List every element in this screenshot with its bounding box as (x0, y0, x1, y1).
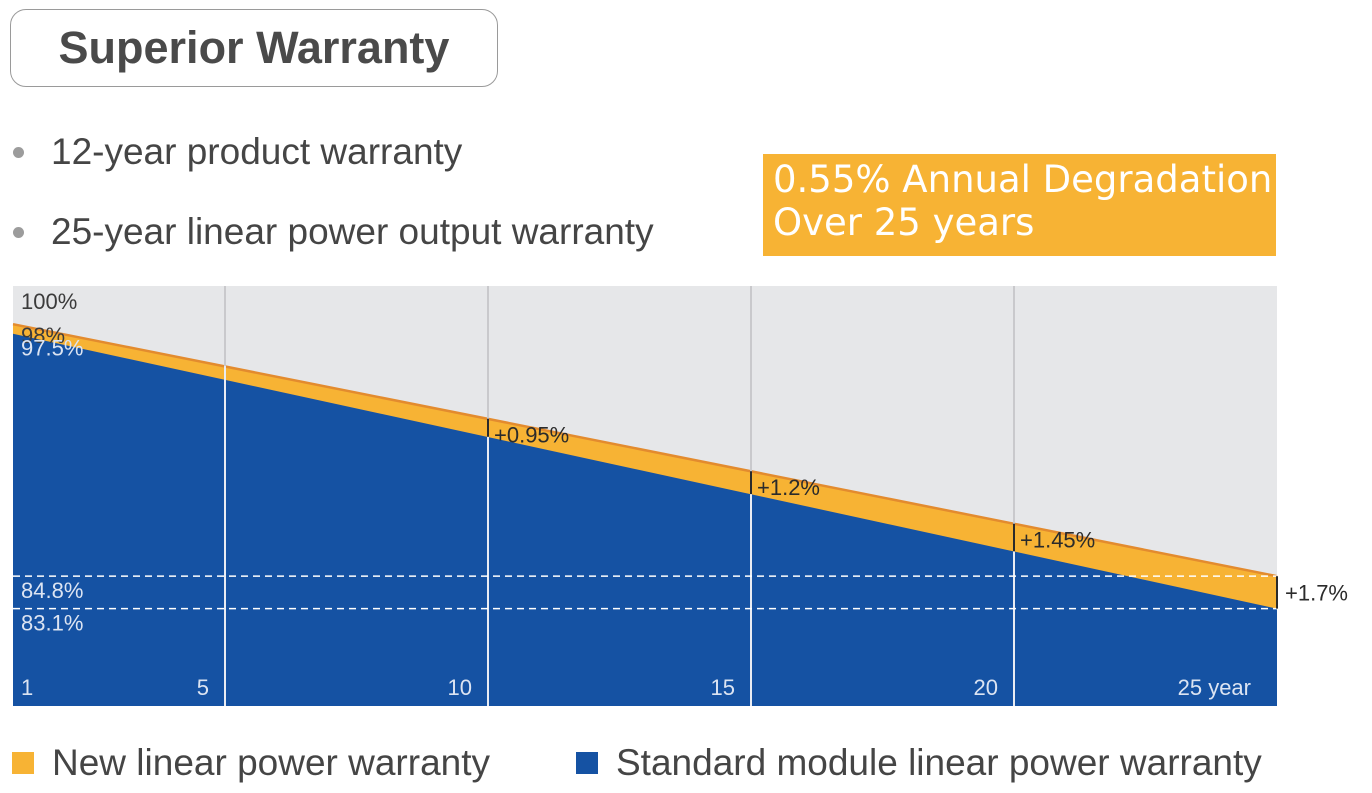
x-tick-label: 10 (448, 675, 472, 700)
y-label: 83.1% (21, 611, 83, 636)
annotation-label: +1.45% (1020, 528, 1095, 553)
callout-line-2: Over 25 years (773, 201, 1035, 244)
bullet-dot-icon (13, 226, 24, 238)
bullet-text: 25-year linear power output warranty (51, 211, 654, 252)
degradation-callout: 0.55% Annual Degradation Over 25 years (763, 154, 1276, 256)
annotation-label: +0.95% (494, 423, 569, 448)
x-tick-label: 15 (711, 675, 735, 700)
legend-swatch-new (12, 752, 34, 774)
y-label: 100% (21, 289, 77, 314)
new-warranty-line (12, 322, 1278, 578)
page-title: Superior Warranty (10, 9, 498, 87)
legend-swatch-standard (576, 752, 598, 774)
y-label: 97.5% (21, 336, 83, 361)
annotation-label: +1.2% (757, 475, 820, 500)
x-tick-label: 1 (21, 675, 33, 700)
callout-line-1: 0.55% Annual Degradation (773, 158, 1273, 201)
bullet-text: 12-year product warranty (51, 131, 463, 172)
legend-label-new: New linear power warranty (52, 742, 491, 783)
y-label: 84.8% (21, 578, 83, 603)
x-tick-label: 5 (197, 675, 209, 700)
bullet-power-warranty: 25-year linear power output warranty (13, 210, 654, 254)
x-tick-label: 20 (974, 675, 998, 700)
legend-item-standard: Standard module linear power warranty (576, 738, 1262, 788)
bullet-product-warranty: 12-year product warranty (13, 130, 462, 174)
y-label: 98% (21, 323, 65, 348)
legend-item-new: New linear power warranty (12, 738, 490, 788)
x-tick-label: 25 year (1178, 675, 1251, 700)
legend-label-standard: Standard module linear power warranty (616, 742, 1262, 783)
standard-warranty-area (13, 333, 1277, 706)
bullet-dot-icon (13, 146, 24, 158)
annotation-label: +1.7% (1285, 580, 1348, 605)
